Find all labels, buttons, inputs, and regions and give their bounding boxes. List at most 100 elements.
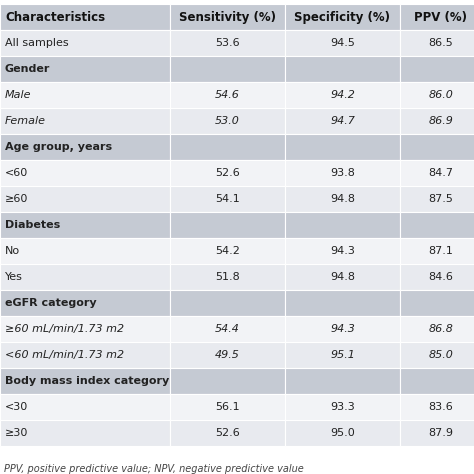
Text: ≥30: ≥30 [5,428,28,438]
Text: All samples: All samples [5,38,69,48]
Text: 95.0: 95.0 [330,428,355,438]
Bar [400,290,474,316]
Text: Age group, years: Age group, years [5,142,112,152]
Bar [400,134,474,160]
Text: No: No [5,246,20,256]
Bar [170,290,285,316]
Text: Specificity (%): Specificity (%) [294,10,391,24]
Bar [400,108,474,134]
Text: 94.2: 94.2 [330,90,355,100]
Text: 83.6: 83.6 [428,402,453,412]
Bar [170,212,285,238]
Bar [0,56,170,82]
Bar [285,420,400,446]
Bar [400,342,474,368]
Text: 54.2: 54.2 [215,246,240,256]
Bar [0,186,170,212]
Bar [400,238,474,264]
Text: 87.1: 87.1 [428,246,454,256]
Text: 87.9: 87.9 [428,428,454,438]
Bar [285,186,400,212]
Bar [170,134,285,160]
Text: 95.1: 95.1 [330,350,355,360]
Bar [170,160,285,186]
Bar [285,56,400,82]
Text: ≥60: ≥60 [5,194,28,204]
Bar [0,264,170,290]
Text: <60: <60 [5,168,28,178]
Bar [170,82,285,108]
Bar [400,316,474,342]
Text: 94.8: 94.8 [330,194,355,204]
Bar [170,56,285,82]
Bar [0,290,170,316]
Bar [170,30,285,56]
Bar [170,238,285,264]
Bar [170,316,285,342]
Bar [400,394,474,420]
Text: ≥60 mL/min/1.73 m2: ≥60 mL/min/1.73 m2 [5,324,124,334]
Text: 51.8: 51.8 [215,272,240,282]
Bar [285,212,400,238]
Bar [285,316,400,342]
Text: <30: <30 [5,402,28,412]
Bar [400,4,474,30]
Bar [0,82,170,108]
Bar [170,108,285,134]
Bar [0,30,170,56]
Bar [400,82,474,108]
Text: Characteristics: Characteristics [5,10,105,24]
Text: 94.5: 94.5 [330,38,355,48]
Text: 84.7: 84.7 [428,168,454,178]
Bar [285,394,400,420]
Bar [285,290,400,316]
Text: 54.1: 54.1 [215,194,240,204]
Bar [285,238,400,264]
Text: 52.6: 52.6 [215,428,240,438]
Bar [285,30,400,56]
Bar [285,4,400,30]
Bar [285,82,400,108]
Text: Diabetes: Diabetes [5,220,60,230]
Text: Body mass index category: Body mass index category [5,376,169,386]
Bar [400,56,474,82]
Bar [170,368,285,394]
Text: 93.3: 93.3 [330,402,355,412]
Text: 86.8: 86.8 [428,324,454,334]
Bar [0,160,170,186]
Bar [285,134,400,160]
Bar [0,368,170,394]
Bar [0,394,170,420]
Bar [285,368,400,394]
Text: Female: Female [5,116,46,126]
Text: 84.6: 84.6 [428,272,454,282]
Text: 54.6: 54.6 [215,90,240,100]
Bar [0,238,170,264]
Text: eGFR category: eGFR category [5,298,97,308]
Bar [170,342,285,368]
Bar [0,212,170,238]
Text: 53.6: 53.6 [215,38,240,48]
Bar [170,394,285,420]
Text: 54.4: 54.4 [215,324,240,334]
Bar [0,134,170,160]
Text: 93.8: 93.8 [330,168,355,178]
Bar [170,186,285,212]
Text: 85.0: 85.0 [428,350,454,360]
Bar [0,420,170,446]
Bar [285,342,400,368]
Bar [400,264,474,290]
Text: 94.3: 94.3 [330,324,355,334]
Text: 86.0: 86.0 [428,90,454,100]
Text: Gender: Gender [5,64,50,74]
Text: 94.3: 94.3 [330,246,355,256]
Bar [0,316,170,342]
Bar [0,4,170,30]
Text: <60 mL/min/1.73 m2: <60 mL/min/1.73 m2 [5,350,124,360]
Bar [170,4,285,30]
Text: 52.6: 52.6 [215,168,240,178]
Text: 87.5: 87.5 [428,194,454,204]
Text: 49.5: 49.5 [215,350,240,360]
Bar [400,160,474,186]
Text: 53.0: 53.0 [215,116,240,126]
